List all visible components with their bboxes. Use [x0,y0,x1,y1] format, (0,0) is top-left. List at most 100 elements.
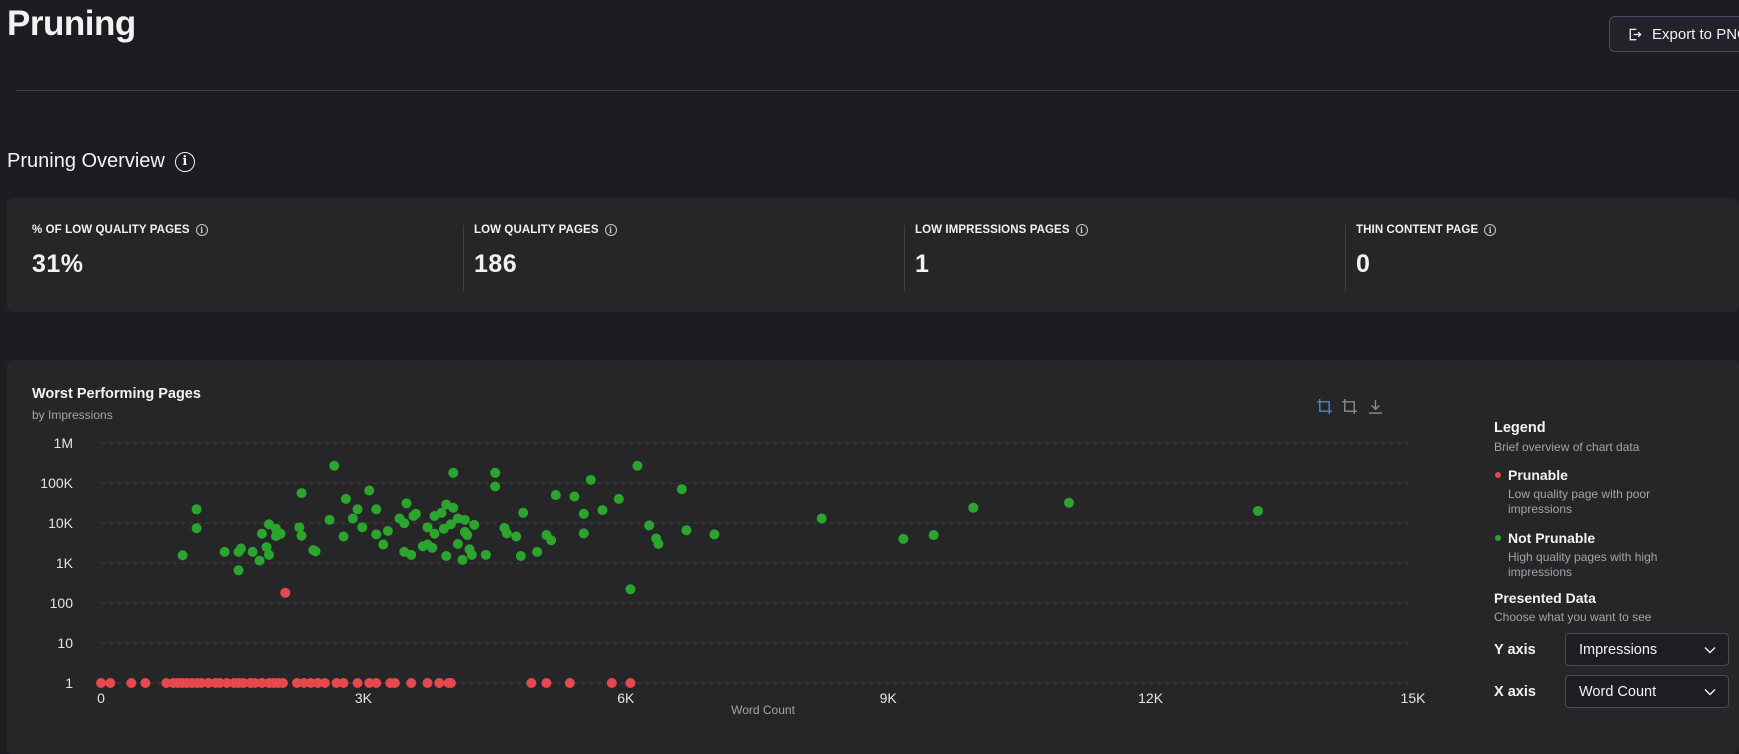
info-icon[interactable]: i [195,224,208,236]
not-prunable-point[interactable] [898,533,909,544]
prunable-point[interactable] [161,678,172,688]
not-prunable-point[interactable] [191,504,202,515]
prunable-point[interactable] [406,678,417,688]
prunable-point[interactable] [221,678,232,688]
scatter-plot[interactable]: 1 10 100 1K 10K 100K 1M 0 3K 6K 9K 12K 15K Word Count [7,360,1467,754]
not-prunable-point[interactable] [550,490,561,501]
not-prunable-point[interactable] [1252,505,1263,516]
not-prunable-point[interactable] [452,538,463,549]
prunable-point[interactable] [203,678,214,688]
not-prunable-point[interactable] [296,488,307,499]
not-prunable-point[interactable] [597,505,608,516]
prunable-point[interactable] [96,678,106,688]
prunable-point[interactable] [541,678,552,688]
not-prunable-point[interactable] [441,550,452,561]
prunable-point[interactable] [422,678,433,688]
not-prunable-point[interactable] [816,513,827,524]
not-prunable-point[interactable] [469,519,480,530]
not-prunable-point[interactable] [578,528,589,539]
not-prunable-point[interactable] [371,529,382,540]
crop-reset-icon[interactable] [1339,396,1359,416]
not-prunable-point[interactable] [263,549,274,560]
info-icon[interactable]: i [1484,224,1497,236]
info-icon[interactable]: i [174,151,195,172]
not-prunable-point[interactable] [653,538,664,549]
not-prunable-point[interactable] [466,549,477,560]
not-prunable-point[interactable] [578,508,589,519]
not-prunable-point[interactable] [569,491,580,502]
prunable-point[interactable] [352,678,363,688]
not-prunable-point[interactable] [401,498,412,509]
not-prunable-point[interactable] [490,467,501,478]
prunable-point[interactable] [105,678,116,688]
not-prunable-point[interactable] [448,467,459,478]
prunable-point[interactable] [140,678,151,688]
prunable-point[interactable] [196,678,207,688]
not-prunable-point[interactable] [429,528,440,539]
not-prunable-point[interactable] [371,504,382,515]
not-prunable-point[interactable] [191,523,202,534]
not-prunable-point[interactable] [709,529,720,540]
not-prunable-point[interactable] [546,535,557,546]
not-prunable-point[interactable] [364,485,375,496]
not-prunable-point[interactable] [399,518,410,529]
prunable-point[interactable] [331,678,342,688]
not-prunable-point[interactable] [462,530,473,541]
prunable-point[interactable] [625,678,636,688]
info-icon[interactable]: i [604,224,617,236]
x-axis-select[interactable]: Word Count [1565,675,1729,708]
not-prunable-point[interactable] [378,539,389,550]
prunable-point[interactable] [214,678,225,688]
not-prunable-point[interactable] [233,565,244,576]
not-prunable-point[interactable] [256,528,267,539]
not-prunable-point[interactable] [457,554,468,565]
not-prunable-point[interactable] [310,546,321,557]
prunable-point[interactable] [238,678,249,688]
not-prunable-point[interactable] [585,474,596,485]
prunable-point[interactable] [312,678,323,688]
prunable-point[interactable] [256,678,267,688]
not-prunable-point[interactable] [219,546,230,557]
not-prunable-point[interactable] [247,546,258,557]
not-prunable-point[interactable] [235,543,246,554]
prunable-point[interactable] [606,678,617,688]
not-prunable-point[interactable] [1063,497,1074,508]
not-prunable-point[interactable] [632,460,643,471]
not-prunable-point[interactable] [329,460,340,471]
not-prunable-point[interactable] [352,504,363,515]
not-prunable-point[interactable] [613,493,624,504]
not-prunable-point[interactable] [340,493,351,504]
not-prunable-point[interactable] [338,531,349,542]
not-prunable-point[interactable] [436,507,447,518]
y-axis-select[interactable]: Impressions [1565,633,1729,666]
not-prunable-point[interactable] [347,513,358,524]
not-prunable-point[interactable] [448,502,459,513]
not-prunable-point[interactable] [518,507,529,518]
prunable-point[interactable] [305,678,316,688]
not-prunable-point[interactable] [676,484,687,495]
not-prunable-point[interactable] [294,522,305,533]
not-prunable-point[interactable] [968,502,979,513]
not-prunable-point[interactable] [261,542,272,553]
prunable-point[interactable] [249,678,260,688]
prunable-point[interactable] [280,587,291,598]
not-prunable-point[interactable] [177,550,188,561]
prunable-point[interactable] [338,678,349,688]
not-prunable-point[interactable] [410,508,421,519]
not-prunable-point[interactable] [532,546,543,557]
not-prunable-point[interactable] [357,522,368,533]
not-prunable-point[interactable] [427,542,438,553]
not-prunable-point[interactable] [296,530,307,541]
not-prunable-point[interactable] [445,519,456,530]
prunable-point[interactable] [298,678,309,688]
not-prunable-point[interactable] [422,522,433,533]
prunable-point[interactable] [389,678,400,688]
not-prunable-point[interactable] [459,514,470,525]
not-prunable-point[interactable] [644,520,655,531]
prunable-point[interactable] [371,678,382,688]
not-prunable-point[interactable] [681,525,692,536]
prunable-point[interactable] [445,678,456,688]
not-prunable-point[interactable] [490,481,501,492]
crop-select-icon[interactable] [1314,396,1334,416]
download-icon[interactable] [1365,396,1385,416]
